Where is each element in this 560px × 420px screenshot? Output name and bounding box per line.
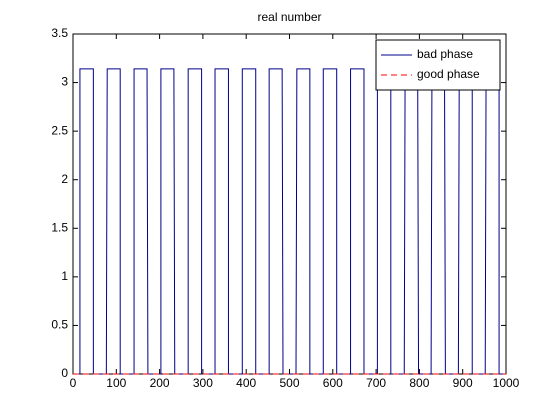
x-tick-label: 300 — [193, 376, 213, 390]
y-tick-label: 3.5 — [51, 26, 68, 40]
chart-title: real number — [257, 10, 321, 24]
x-tick-label: 100 — [106, 376, 126, 390]
x-tick-label: 600 — [323, 376, 343, 390]
legend-label: bad phase — [417, 47, 473, 61]
y-tick-label: 0.5 — [51, 318, 68, 332]
y-tick-label: 2.5 — [51, 123, 68, 137]
legend-label: good phase — [417, 67, 480, 81]
plot-area — [72, 33, 507, 375]
y-tick-label: 1.5 — [51, 220, 68, 234]
y-tick-label: 2 — [61, 172, 68, 186]
y-tick-label: 1 — [61, 269, 68, 283]
series-line — [73, 68, 506, 375]
x-tick-label: 1000 — [493, 376, 520, 390]
x-tick-label: 400 — [236, 376, 256, 390]
x-tick-label: 500 — [279, 376, 299, 390]
y-tick-label: 3 — [61, 75, 68, 89]
x-tick-label: 800 — [409, 376, 429, 390]
x-tick-label: 0 — [70, 376, 77, 390]
x-tick-label: 200 — [150, 376, 170, 390]
x-tick-label: 700 — [366, 376, 386, 390]
x-tick-label: 900 — [453, 376, 473, 390]
legend-box — [375, 39, 501, 91]
y-tick-label: 0 — [61, 366, 68, 380]
